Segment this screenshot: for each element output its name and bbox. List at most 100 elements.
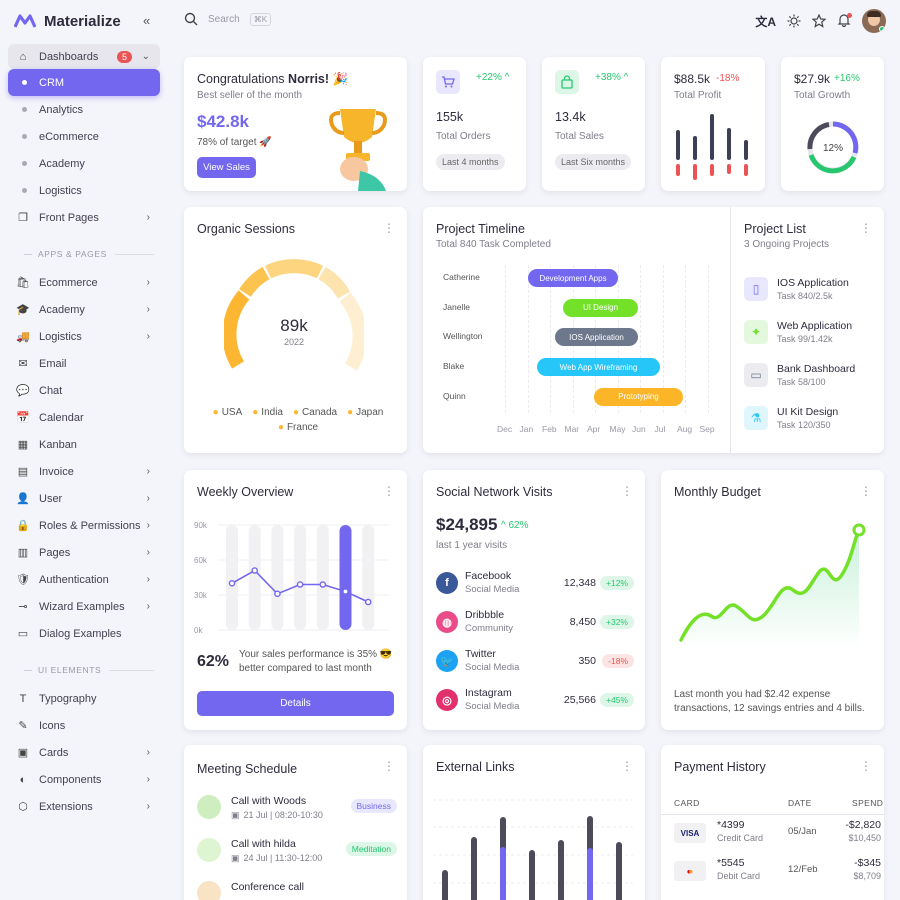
section-header: UI ELEMENTS [8, 655, 160, 685]
more-options-icon[interactable]: ⋮ [621, 759, 633, 773]
sidebar-item-dialog-examples[interactable]: ▭ Dialog Examples [8, 620, 160, 647]
sun-icon[interactable] [787, 14, 801, 28]
legend-dot: ● [252, 407, 259, 418]
sidebar-item-user[interactable]: 👤 User › [8, 485, 160, 512]
legend-dot: ● [347, 407, 354, 418]
sidebar-item-label: Analytics [39, 103, 84, 116]
social-item[interactable]: 🐦 Twitter Social Media 350 -18% [436, 648, 634, 687]
timeline-bar[interactable]: IOS Application [555, 328, 638, 347]
cart-icon [436, 70, 460, 94]
invoice-icon: ▤ [17, 466, 29, 478]
sidebar-item-authentication[interactable]: 🛡 Authentication › [8, 566, 160, 593]
meeting-item[interactable]: Conference call [197, 879, 397, 900]
sidebar-item-ecommerce[interactable]: 🛍 Ecommerce › [8, 269, 160, 296]
more-options-icon[interactable]: ⋮ [383, 221, 395, 235]
more-options-icon[interactable]: ⋮ [383, 759, 395, 773]
more-options-icon[interactable]: ⋮ [860, 221, 872, 235]
sidebar-item-crm[interactable]: CRM [8, 69, 160, 96]
timeline-bar[interactable]: Prototyping [594, 387, 683, 406]
project-item[interactable]: ▯ IOS Application Task 840/2.5k [744, 275, 874, 318]
legend-item: ● USA [213, 407, 243, 418]
sidebar-item-chat[interactable]: 💬 Chat [8, 377, 160, 404]
collapse-menu-icon[interactable]: « [143, 13, 151, 28]
project-item[interactable]: ▭ Bank Dashboard Task 58/100 [744, 361, 874, 404]
y-tick-label: 30k [194, 591, 208, 600]
legend-item: ● Japan [347, 407, 383, 418]
trophy-illustration [329, 109, 387, 191]
icons-icon: ✎ [18, 720, 28, 732]
search-bar[interactable]: Search ⌘K [184, 12, 272, 26]
sidebar-item-email[interactable]: ✉ Email [8, 350, 160, 377]
social-item[interactable]: ◍ Dribbble Community 8,450 +32% [436, 609, 634, 648]
sidebar-item-dashboards[interactable]: ⌂ Dashboards 5 ⌄ [8, 44, 160, 69]
chevron-right-icon: › [146, 801, 150, 812]
timeline-bar[interactable]: Web App Wireframing [537, 358, 660, 377]
data-point [251, 567, 259, 574]
sidebar-item-academy[interactable]: Academy [8, 150, 160, 177]
extensions-icon: ⬡ [18, 801, 28, 813]
legend-label: India [261, 407, 283, 418]
sidebar-item-extensions[interactable]: ⬡ Extensions › [8, 793, 160, 820]
translate-icon[interactable]: 文A [755, 14, 776, 29]
sidebar-item-calendar[interactable]: 📅 Calendar [8, 404, 160, 431]
more-options-icon[interactable]: ⋮ [383, 484, 395, 498]
bar [294, 525, 307, 630]
authentication-icon: 🛡 [16, 574, 30, 586]
sidebar-item-icons[interactable]: ✎ Icons [8, 712, 160, 739]
sidebar-item-typography[interactable]: T Typography [8, 685, 160, 712]
timeline-bar[interactable]: Development Apps [528, 269, 618, 287]
project-item[interactable]: ⚗ UI Kit Design Task 120/350 [744, 404, 874, 447]
social-change-badge: -18% [602, 654, 634, 668]
view-sales-button[interactable]: View Sales [197, 157, 256, 178]
sidebar-item-cards[interactable]: ▣ Cards › [8, 739, 160, 766]
social-type: Social Media [465, 662, 520, 673]
social-item[interactable]: ◎ Instagram Social Media 25,566 +45% [436, 687, 634, 726]
chevron-right-icon: › [146, 601, 150, 612]
sidebar-item-logistics[interactable]: Logistics [8, 177, 160, 204]
search-shortcut: ⌘K [249, 12, 272, 26]
bullet-icon [22, 107, 27, 112]
sidebar-item-wizard-examples[interactable]: ⊸ Wizard Examples › [8, 593, 160, 620]
payment-table-header: CARD DATE SPEND [661, 791, 884, 815]
sidebar-item-roles-permissions[interactable]: 🔒 Roles & Permissions › [8, 512, 160, 539]
meeting-list: Call with Woods ▣ 21 Jul | 08:20-10:30 Busi… [197, 793, 397, 900]
more-options-icon[interactable]: ⋮ [621, 484, 633, 498]
timeline-bar[interactable]: UI Design [563, 298, 638, 317]
table-row[interactable]: ● ● *5545 Debit Card 12/Feb -$345 $8,709 [661, 855, 884, 893]
social-subtitle: last 1 year visits [436, 540, 508, 551]
avatar[interactable] [862, 9, 886, 33]
bar [339, 525, 352, 630]
social-name: Instagram [465, 687, 512, 699]
sidebar-item-label: eCommerce [39, 130, 99, 143]
shortcuts-star-icon[interactable] [812, 14, 826, 28]
details-button[interactable]: Details [197, 691, 394, 716]
sidebar-item-logistics[interactable]: 🚚 Logistics › [8, 323, 160, 350]
social-item[interactable]: f Facebook Social Media 12,348 +12% [436, 570, 634, 609]
sidebar-item-invoice[interactable]: ▤ Invoice › [8, 458, 160, 485]
social-type: Social Media [465, 584, 520, 595]
sidebar-item-ecommerce[interactable]: eCommerce [8, 123, 160, 150]
notification-bell-icon[interactable] [837, 12, 852, 30]
legend-dot: ● [212, 407, 219, 418]
social-amount: $24,895 [436, 515, 498, 534]
sidebar-item-components[interactable]: ◐ Components › [8, 766, 160, 793]
sidebar-item-pages[interactable]: ▥ Pages › [8, 539, 160, 566]
congrats-amount: $42.8k [197, 112, 249, 131]
sidebar-item-kanban[interactable]: ▦ Kanban [8, 431, 160, 458]
project-icon: ⚗ [744, 406, 768, 430]
roles-permissions-icon: 🔒 [16, 520, 30, 532]
brand[interactable]: Materialize [14, 10, 121, 32]
more-options-icon[interactable]: ⋮ [860, 759, 872, 773]
social-value: 25,566 [563, 694, 596, 706]
sidebar-item-academy[interactable]: 🎓 Academy › [8, 296, 160, 323]
meeting-item[interactable]: Call with hilda ▣ 24 Jul | 11:30-12:00 Medi… [197, 836, 397, 879]
table-row[interactable]: VISA *4399 Credit Card 05/Jan -$2,820 $10,450 [661, 817, 884, 855]
sidebar-item-analytics[interactable]: Analytics [8, 96, 160, 123]
chevron-right-icon: › [146, 331, 150, 342]
bullet-icon [22, 188, 27, 193]
more-options-icon[interactable]: ⋮ [860, 484, 872, 498]
legend-label: Canada [302, 407, 338, 418]
sidebar-item-front-pages[interactable]: ❐ Front Pages › [8, 204, 160, 231]
project-item[interactable]: ✦ Web Application Task 99/1.42k [744, 318, 874, 361]
meeting-item[interactable]: Call with Woods ▣ 21 Jul | 08:20-10:30 Busi… [197, 793, 397, 836]
